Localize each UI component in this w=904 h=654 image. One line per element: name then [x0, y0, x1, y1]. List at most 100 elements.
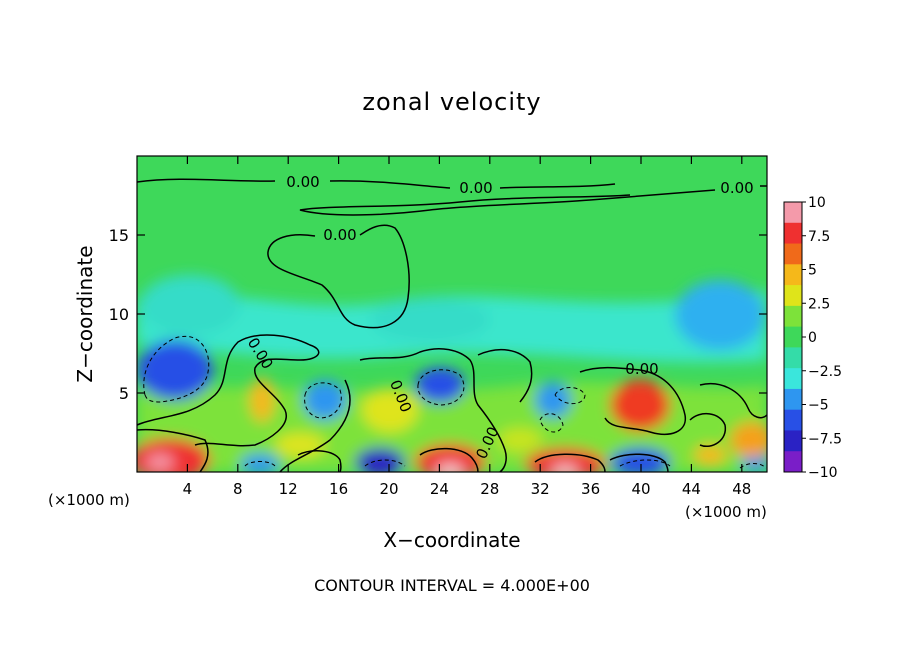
contour-low-7	[689, 413, 727, 447]
y-axis-label: Z−coordinate	[73, 245, 97, 382]
contour-label: 0.00	[323, 226, 356, 244]
contour-interval-note: CONTOUR INTERVAL = 4.000E+00	[314, 576, 590, 595]
colorbar-swatch	[784, 202, 802, 224]
colorbar-swatch	[784, 326, 802, 348]
x-tick-label: 16	[329, 480, 348, 498]
heatmap-field	[137, 156, 767, 472]
contour-dashed-4	[539, 413, 564, 433]
contour-dashed-3	[417, 369, 465, 406]
colorbar-swatch	[784, 430, 802, 452]
colorbar-swatch	[784, 264, 802, 286]
contour-low-10	[534, 453, 606, 472]
colorbar-swatch	[784, 243, 802, 265]
contour-top-3	[499, 183, 616, 189]
field-cyan-left	[140, 275, 240, 335]
contour-label: 0.00	[459, 179, 492, 197]
colorbar-labels: 10 7.5 5 2.5 0 −2.5 −5 −7.5 −10	[802, 195, 842, 481]
x-tick-label: 8	[233, 480, 243, 498]
x-tick-label: 28	[480, 480, 499, 498]
contour-label: 0.00	[286, 173, 319, 191]
x-tick-label: 32	[531, 480, 550, 498]
field-blob-neg-7	[240, 454, 280, 472]
field-blob-pos-10	[250, 378, 274, 422]
colorbar-swatch	[784, 451, 802, 473]
contour-low-4	[477, 348, 533, 403]
y-tick-label: 5	[119, 384, 129, 403]
contour-low-1	[137, 334, 320, 447]
field-cyan-right	[675, 280, 765, 350]
colorbar-tick-label: 0	[808, 330, 817, 346]
field-blob-pos-1	[610, 379, 670, 431]
x-axis-ticks: 4 8 12 16 20 24 28 32 36 40 44 48	[183, 156, 751, 498]
x-tick-label: 20	[379, 480, 398, 498]
contour-dashed	[143, 335, 767, 469]
colorbar-swatch	[784, 368, 802, 390]
field-core-2	[551, 465, 579, 472]
colorbar	[783, 201, 803, 473]
field-blob-pos-7	[694, 445, 726, 465]
contour-low-3	[359, 348, 507, 472]
y-axis-ticks: 5 10 15	[109, 226, 767, 403]
x-tick-label: 4	[183, 480, 193, 498]
contour-low-12	[297, 450, 342, 472]
colorbar-tick-label: −10	[808, 465, 838, 481]
colorbar-tick-label: −5	[808, 398, 829, 414]
colorbar-swatch	[784, 305, 802, 328]
contour-dashed-5	[554, 387, 586, 405]
x-unit-right: (×1000 m)	[685, 503, 767, 521]
field-blob-neg-1	[137, 340, 213, 400]
field-core-3	[146, 454, 174, 470]
x-tick-label: 48	[732, 480, 751, 498]
contour-lines	[137, 178, 767, 472]
colorbar-tick-label: 10	[808, 195, 826, 211]
y-tick-label: 15	[109, 226, 129, 245]
field-blob-neg-6	[610, 448, 670, 472]
x-tick-label: 12	[279, 480, 298, 498]
colorbar-swatch	[784, 388, 802, 411]
x-tick-label: 44	[682, 480, 701, 498]
x-tick-label: 40	[631, 480, 650, 498]
colorbar-tick-label: 5	[808, 263, 817, 279]
contour-low-6	[699, 383, 767, 419]
contour-low-2	[279, 379, 351, 472]
field-blob-pos-5	[525, 448, 605, 472]
colorbar-tick-label: 7.5	[808, 229, 830, 245]
field-blob-pos-6	[730, 422, 767, 458]
contour-dashed-7	[364, 459, 406, 467]
chart-title: zonal velocity	[362, 88, 542, 116]
colorbar-tick-label: −7.5	[808, 431, 842, 447]
contour-label: 0.00	[625, 360, 658, 378]
field-cyan-mid	[370, 298, 490, 342]
field-blob-neg-3	[415, 367, 465, 403]
contour-dashed-2	[304, 382, 342, 419]
contour-top-2	[329, 180, 451, 189]
colorbar-swatch	[784, 409, 802, 431]
contour-mid-loop	[267, 224, 410, 329]
field-blob-neg-2	[303, 380, 347, 420]
contour-top-1	[137, 178, 276, 183]
contour-dashed-1	[143, 335, 210, 403]
x-tick-label: 24	[430, 480, 449, 498]
field-blob-neg-4	[535, 382, 571, 418]
contour-low-5	[579, 366, 686, 436]
x-unit-left: (×1000 m)	[48, 491, 130, 509]
colorbar-swatch	[784, 347, 802, 369]
contour-low-9	[419, 447, 479, 472]
colorbar-swatch	[784, 222, 802, 245]
field-blob-pos-4	[415, 444, 485, 472]
contour-labels: 0.00 0.00 0.00 0.00 0.00 0.00 0.00 0.00	[244, 172, 758, 462]
field-core-1	[436, 464, 464, 472]
contour-label: 0.00	[720, 179, 753, 197]
contour-low-11	[609, 453, 669, 472]
contour-dashed-6	[244, 461, 276, 467]
field-blob-pos-2	[362, 388, 418, 432]
colorbar-swatch	[784, 285, 802, 307]
y-tick-label: 10	[109, 305, 129, 324]
field-blob-pos-9	[498, 428, 542, 452]
x-axis-label: X−coordinate	[383, 528, 520, 552]
contour-low-8	[137, 428, 209, 472]
colorbar-tick-label: −2.5	[808, 364, 842, 380]
colorbar-tick-label: 2.5	[808, 296, 830, 312]
contour-top-4	[299, 189, 716, 216]
